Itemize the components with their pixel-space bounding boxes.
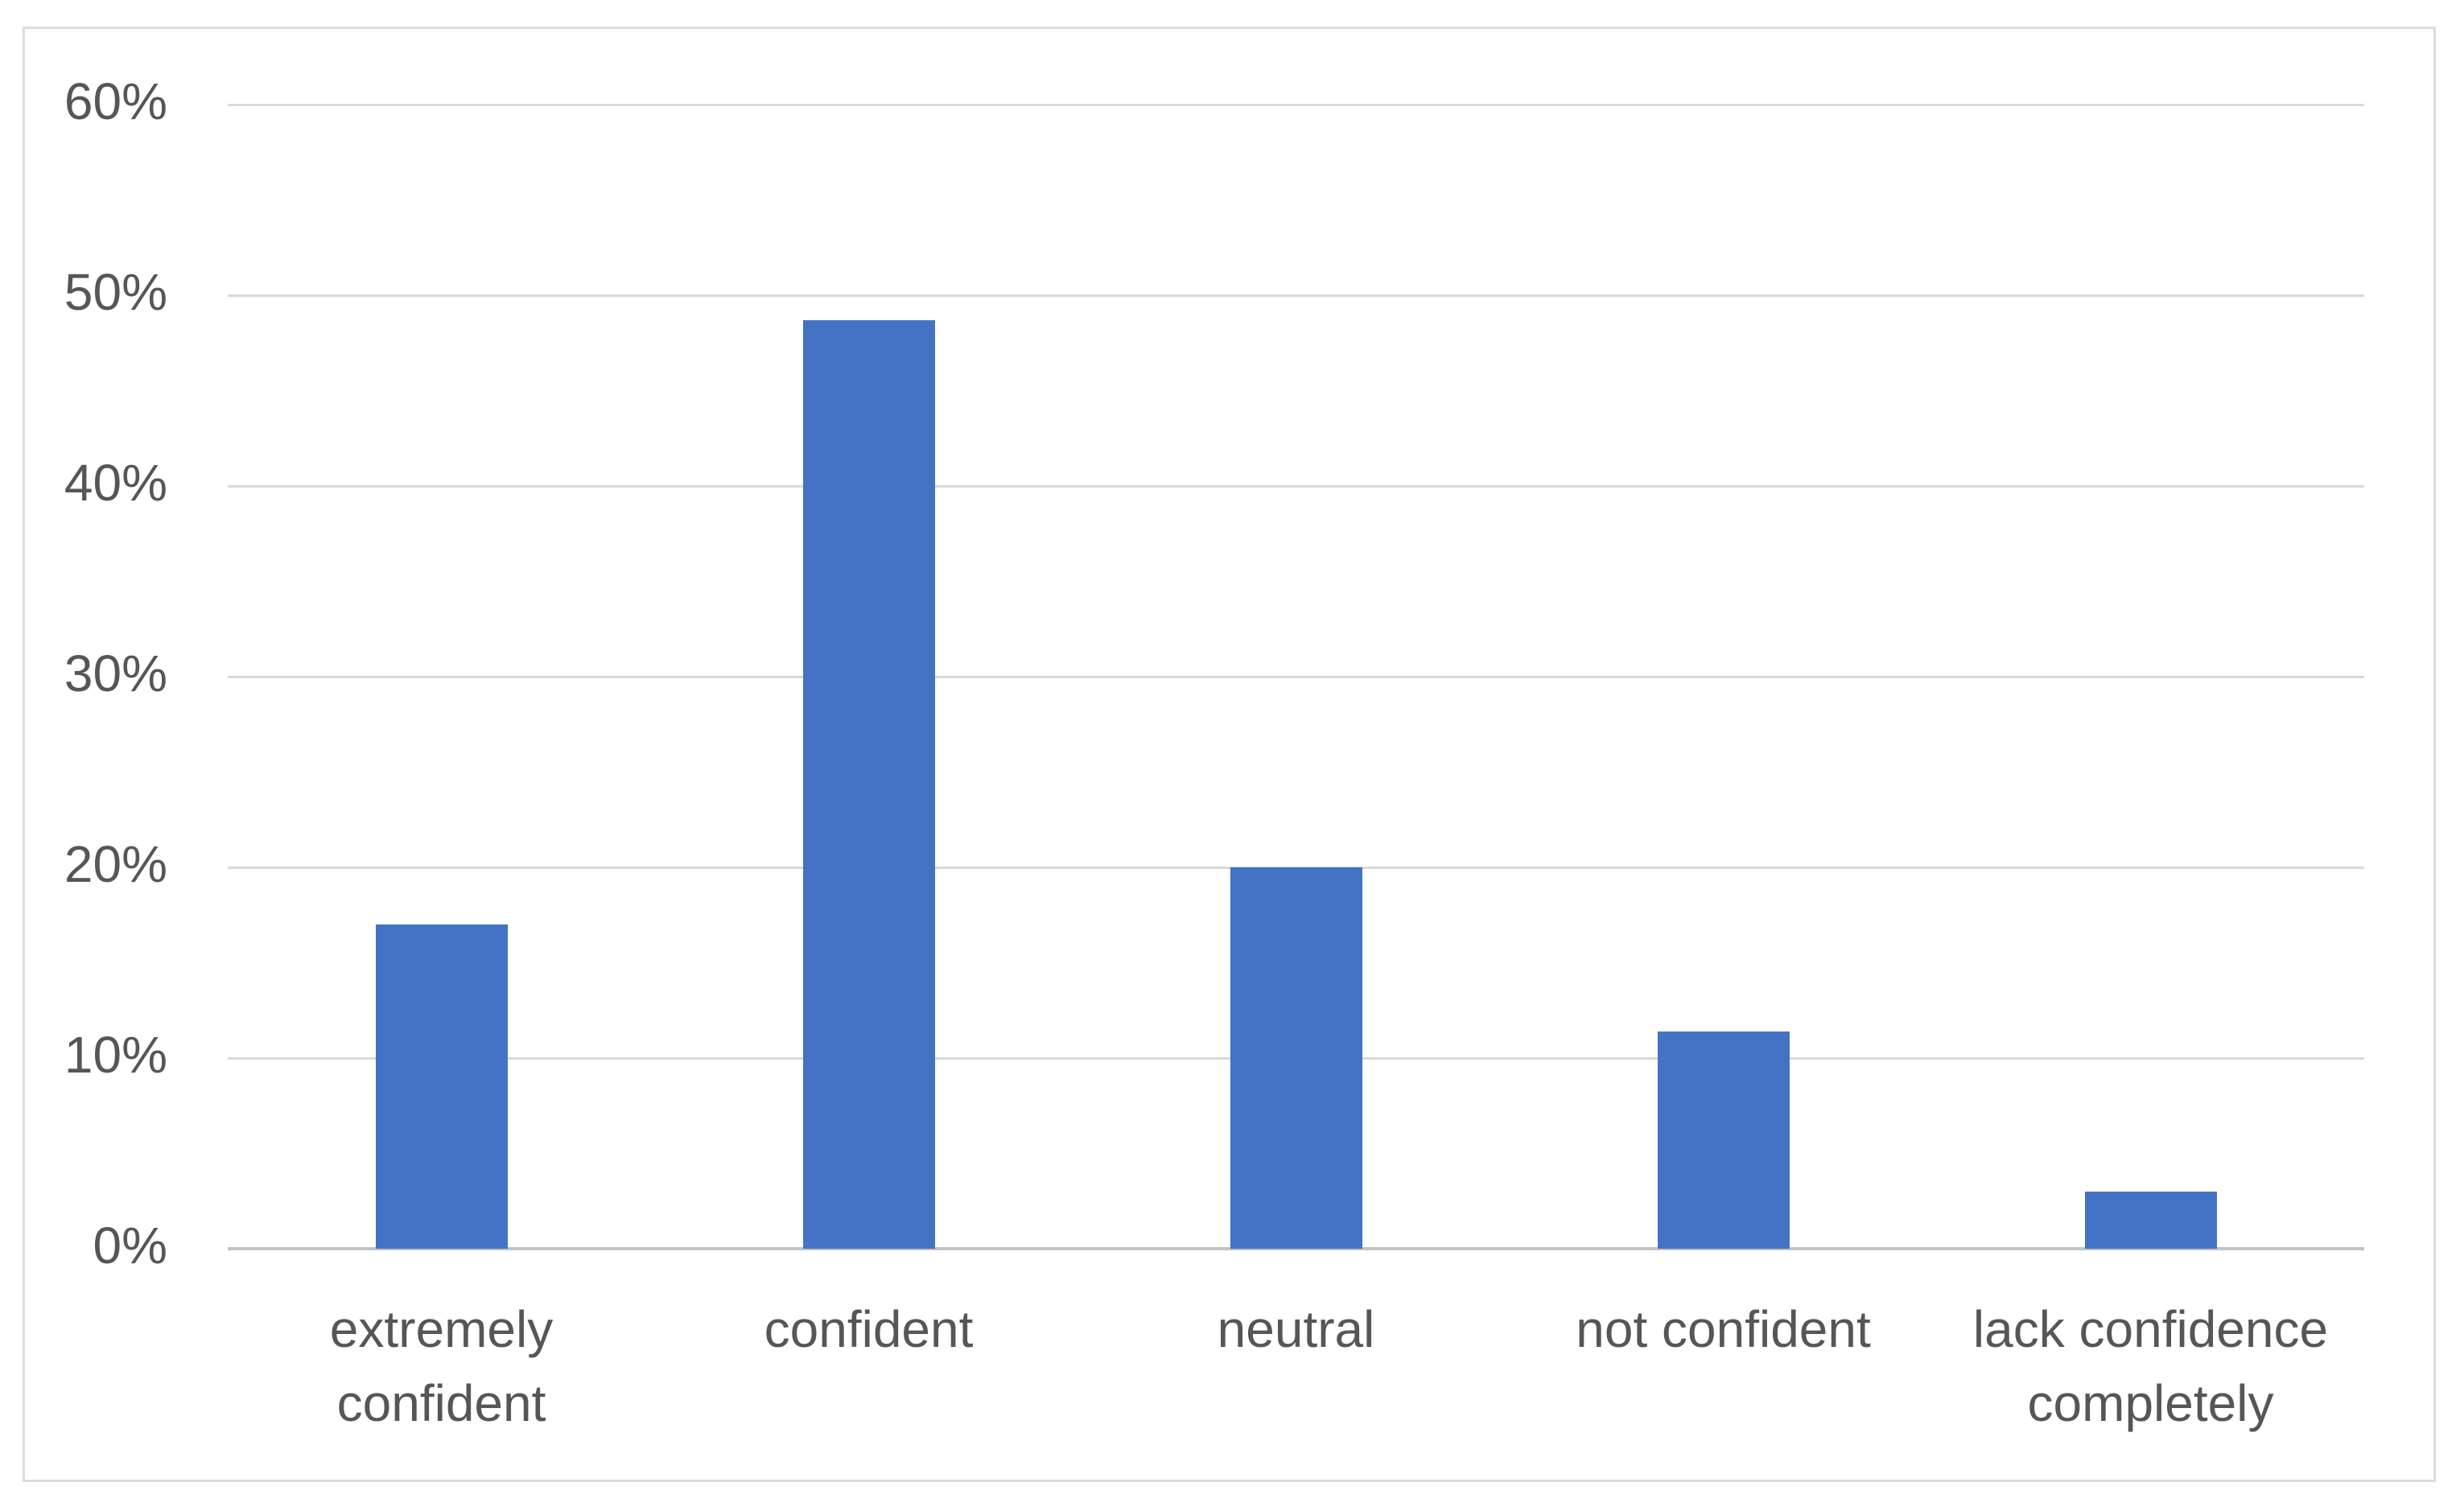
gridline [228,294,2364,297]
y-axis-tick-label: 50% [64,263,167,321]
x-axis-category-label: lack confidence completely [1972,1300,2329,1432]
y-axis-tick-label: 30% [64,644,167,702]
gridline [228,103,2364,106]
x-axis-category-label: extremely confident [329,1300,554,1432]
x-axis-category-label: not confident [1576,1300,1871,1358]
y-axis-tick-label: 60% [64,72,167,130]
y-axis-tick-label: 20% [64,835,167,893]
bar [2084,1192,2217,1249]
bar [1657,1031,1790,1249]
bar [375,924,508,1249]
x-axis-category-label: confident [764,1300,974,1358]
y-axis-tick-label: 0% [93,1217,168,1274]
x-axis-category-label: neutral [1217,1300,1375,1358]
bar [802,320,935,1249]
gridline [228,484,2364,488]
chart-frame [23,27,2436,1482]
x-axis-line [228,1247,2364,1250]
gridline [228,675,2364,678]
bar [1230,867,1362,1249]
y-axis-tick-label: 10% [64,1026,167,1084]
y-axis-tick-label: 40% [64,454,167,512]
